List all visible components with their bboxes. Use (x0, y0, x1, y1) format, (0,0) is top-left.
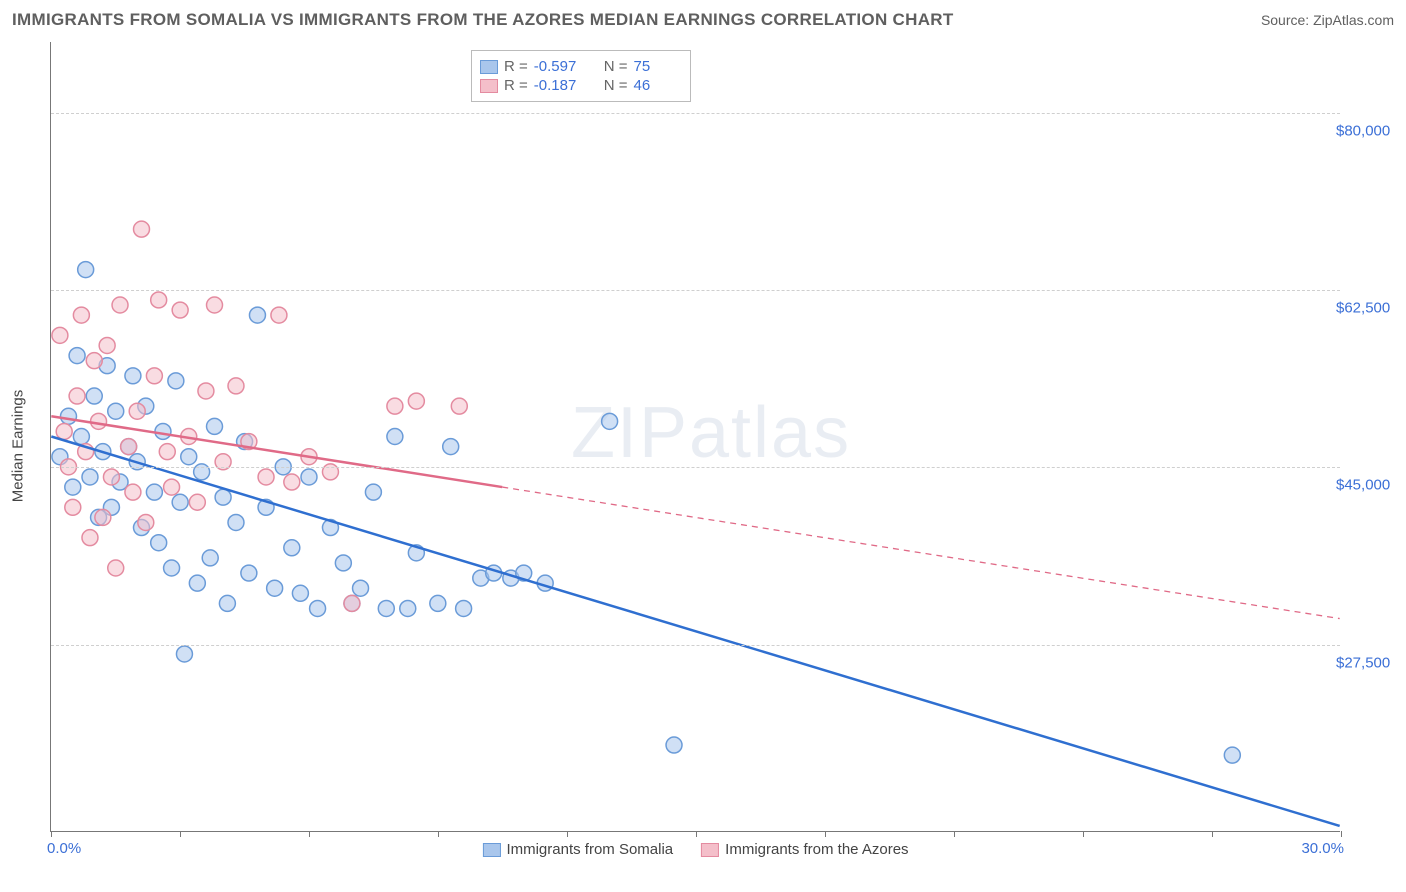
legend: Immigrants from Somalia Immigrants from … (482, 841, 908, 858)
trend-line (51, 416, 502, 487)
y-tick-label: $45,000 (1336, 477, 1398, 494)
y-tick-label: $62,500 (1336, 300, 1398, 317)
legend-swatch-1 (482, 843, 500, 857)
source-label: Source: ZipAtlas.com (1261, 12, 1394, 28)
stat-swatch-1 (480, 60, 498, 74)
legend-item-1: Immigrants from Somalia (482, 841, 673, 858)
trend-line-extrapolated (502, 487, 1339, 619)
legend-swatch-2 (701, 843, 719, 857)
y-tick-label: $80,000 (1336, 122, 1398, 139)
plot-area: ZIPatlas R = -0.597 N = 75 R = -0.187 N … (50, 42, 1340, 832)
trend-line (51, 437, 1339, 826)
stat-r-label: R = (504, 58, 528, 75)
stat-n-value-2: 46 (634, 77, 682, 94)
legend-label-1: Immigrants from Somalia (506, 841, 673, 858)
legend-item-2: Immigrants from the Azores (701, 841, 908, 858)
stat-n-label: N = (604, 58, 628, 75)
x-label-end: 30.0% (1301, 840, 1344, 857)
stat-row-2: R = -0.187 N = 46 (480, 77, 682, 94)
x-label-start: 0.0% (47, 840, 81, 857)
stat-row-1: R = -0.597 N = 75 (480, 58, 682, 75)
stat-n-label-2: N = (604, 77, 628, 94)
stat-r-label-2: R = (504, 77, 528, 94)
y-axis-title: Median Earnings (10, 390, 27, 503)
trend-layer (51, 42, 1340, 831)
stat-swatch-2 (480, 79, 498, 93)
legend-label-2: Immigrants from the Azores (725, 841, 908, 858)
stat-r-value-2: -0.187 (534, 77, 582, 94)
stat-n-value-1: 75 (634, 58, 682, 75)
stat-box: R = -0.597 N = 75 R = -0.187 N = 46 (471, 50, 691, 102)
chart-title: IMMIGRANTS FROM SOMALIA VS IMMIGRANTS FR… (12, 10, 954, 30)
y-tick-label: $27,500 (1336, 654, 1398, 671)
stat-r-value-1: -0.597 (534, 58, 582, 75)
